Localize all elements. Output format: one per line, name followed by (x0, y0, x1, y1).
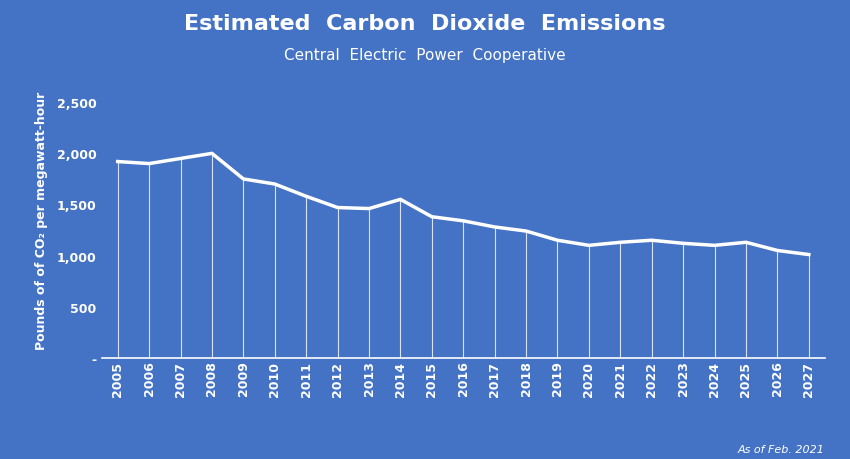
Text: Central  Electric  Power  Cooperative: Central Electric Power Cooperative (284, 48, 566, 63)
Text: As of Feb. 2021: As of Feb. 2021 (738, 444, 824, 454)
Text: Estimated  Carbon  Dioxide  Emissions: Estimated Carbon Dioxide Emissions (184, 14, 666, 34)
Y-axis label: Pounds of of CO₂ per megawatt-hour: Pounds of of CO₂ per megawatt-hour (36, 91, 48, 349)
